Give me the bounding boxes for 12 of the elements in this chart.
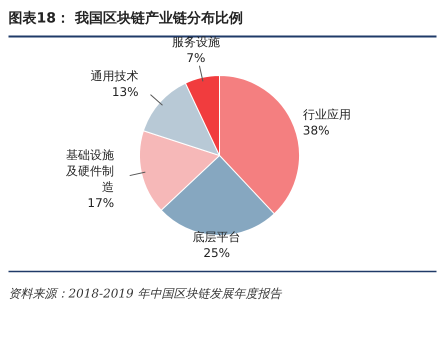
data-label: 25% — [203, 246, 230, 260]
slice-label: 底层平台 — [192, 230, 241, 244]
text: 资料来源：2018-2019 年中国区块链发展年度报告 — [8, 286, 282, 300]
slice-label: 行业应用 — [302, 108, 351, 122]
data-label: 38% — [302, 124, 330, 138]
data-label: 13% — [112, 85, 138, 100]
slice-label: 通用技术 — [90, 69, 138, 84]
slice-label: 服务设施 — [172, 35, 220, 50]
data-label: 7% — [186, 51, 206, 66]
chart-title: 图表18： 我国区块链产业链分布比例 — [8, 10, 243, 26]
data-label: 17% — [87, 196, 114, 210]
slice-label: 基础设施及硬件制造 — [66, 148, 114, 194]
